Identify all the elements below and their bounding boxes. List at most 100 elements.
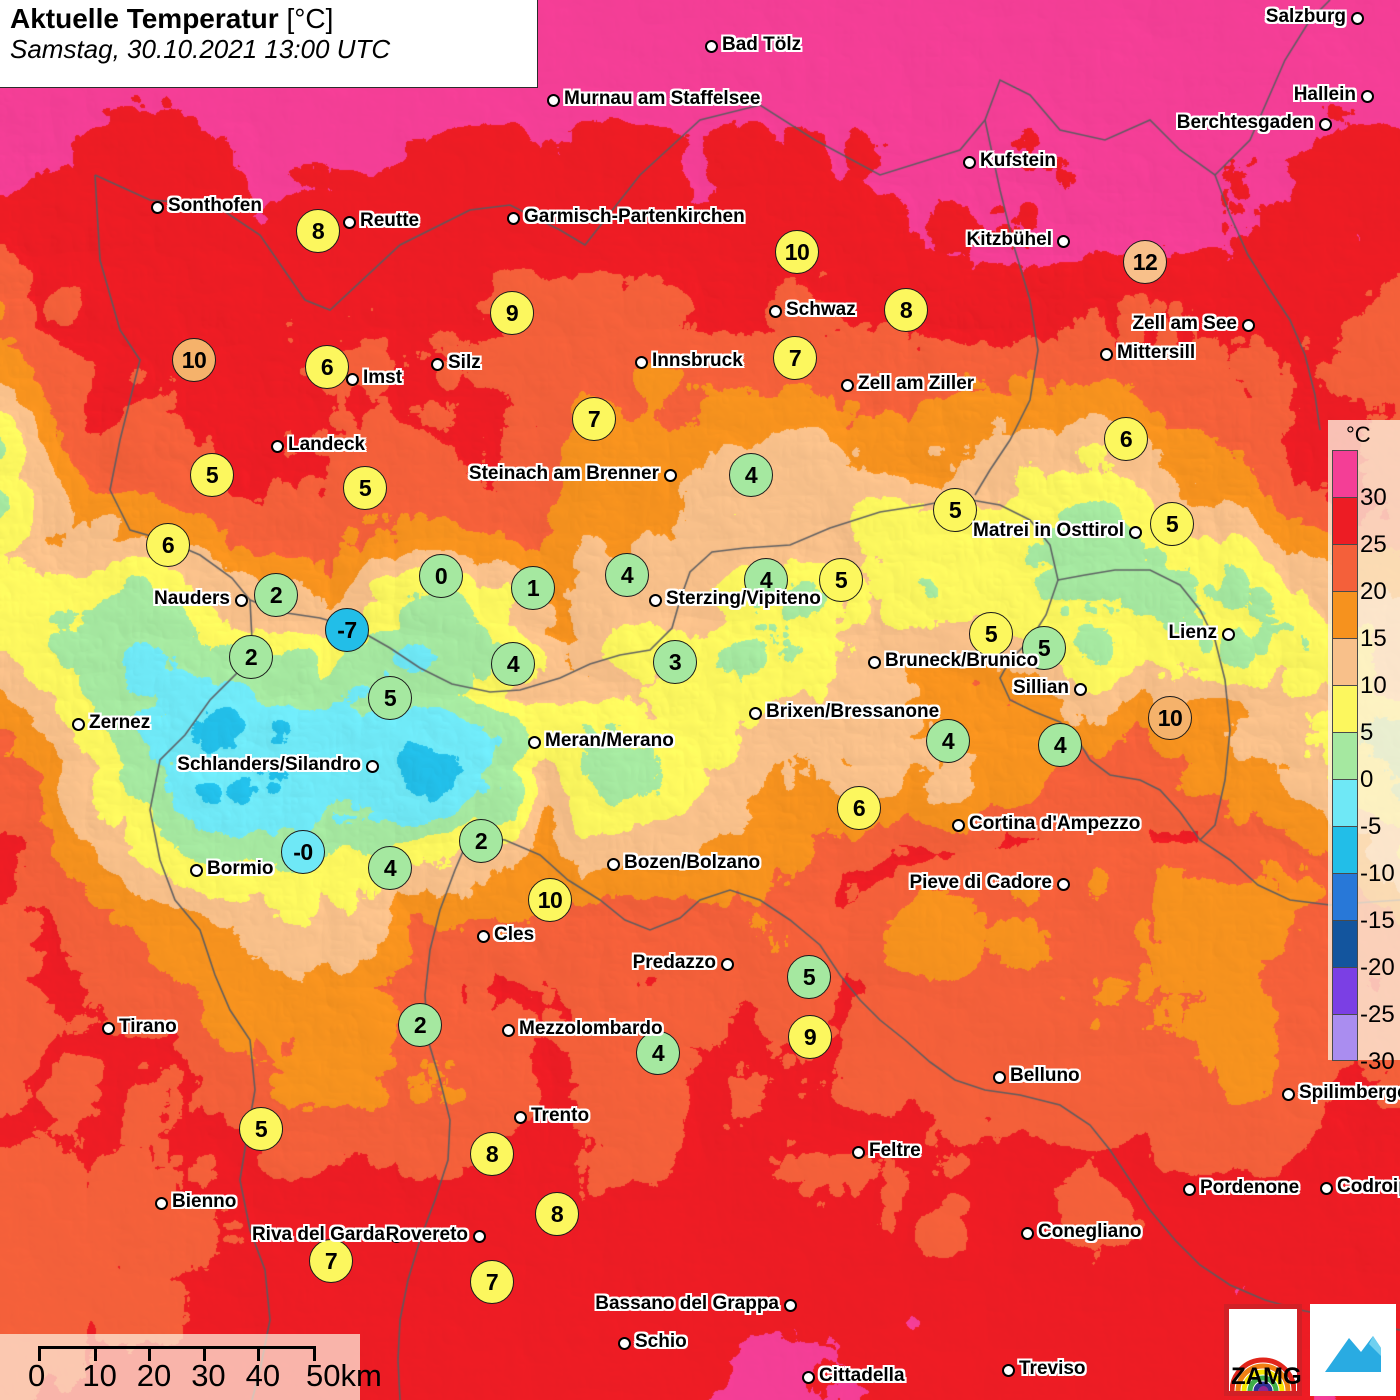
station-temperature-bubble[interactable]: -0 — [281, 830, 325, 874]
station-temperature-bubble[interactable]: 6 — [146, 523, 190, 567]
city-dot-icon — [1360, 89, 1374, 103]
station-temperature-bubble[interactable]: 5 — [787, 955, 831, 999]
station-temperature-bubble[interactable]: 6 — [837, 786, 881, 830]
city-label: Bassano del Grappa — [595, 1293, 779, 1314]
station-temperature-bubble[interactable]: 2 — [459, 819, 503, 863]
station-temperature-bubble[interactable]: -7 — [325, 608, 369, 652]
city-label: Zell am See — [1132, 313, 1237, 334]
station-temperature-bubble[interactable]: 4 — [605, 553, 649, 597]
station-temperature-bubble[interactable]: 5 — [969, 612, 1013, 656]
station-temperature-bubble[interactable]: 8 — [884, 288, 928, 332]
zamg-logo-text: ZAMG — [1231, 1363, 1302, 1390]
city-label: Meran/Merano — [545, 730, 674, 751]
station-temperature-bubble[interactable]: 4 — [926, 719, 970, 763]
scale-label-0: 0 — [28, 1358, 46, 1393]
station-temperature-bubble[interactable]: 4 — [1038, 723, 1082, 767]
city-dot-icon — [506, 211, 520, 225]
station-temperature-bubble[interactable]: 2 — [229, 635, 273, 679]
city-dot-icon — [704, 39, 718, 53]
station-temperature-bubble[interactable]: 2 — [254, 573, 298, 617]
city-dot-icon — [992, 1070, 1006, 1084]
station-temperature-bubble[interactable]: 7 — [773, 336, 817, 380]
city-dot-icon — [71, 717, 85, 731]
city-dot-icon — [513, 1110, 527, 1124]
station-temperature-bubble[interactable]: 0 — [419, 554, 463, 598]
legend-tick--10: -10 — [1360, 860, 1395, 887]
station-temperature-bubble[interactable]: 8 — [296, 209, 340, 253]
station-temperature-bubble[interactable]: 5 — [368, 676, 412, 720]
city-label: Cles — [494, 924, 535, 945]
city-dot-icon — [1221, 627, 1235, 641]
legend-band--25 — [1332, 967, 1358, 1014]
station-temperature-bubble[interactable]: 2 — [398, 1003, 442, 1047]
city-label: Innsbruck — [652, 350, 743, 371]
city-label: Trento — [531, 1105, 590, 1126]
zamg-logo[interactable]: ZAMG — [1224, 1304, 1302, 1396]
rainbow-icon — [1230, 1357, 1296, 1391]
station-temperature-bubble[interactable]: 4 — [729, 453, 773, 497]
scale-label-2: 20 — [136, 1358, 172, 1393]
city-dot-icon — [1073, 682, 1087, 696]
city-label: Sonthofen — [168, 195, 262, 216]
city-dot-icon — [234, 593, 248, 607]
city-label: Salzburg — [1265, 6, 1346, 27]
station-temperature-bubble[interactable]: 10 — [528, 878, 572, 922]
station-temperature-bubble[interactable]: 4 — [368, 846, 412, 890]
station-temperature-bubble[interactable]: 6 — [305, 345, 349, 389]
city-label: Matrei in Osttirol — [973, 520, 1124, 541]
title-timestamp: Samstag, 30.10.2021 13:00 UTC — [10, 34, 391, 65]
station-temperature-bubble[interactable]: 5 — [933, 488, 977, 532]
station-temperature-bubble[interactable]: 6 — [1104, 417, 1148, 461]
city-label: Brixen/Bressanone — [766, 701, 940, 722]
station-temperature-bubble[interactable]: 8 — [535, 1192, 579, 1236]
station-temperature-bubble[interactable]: 4 — [491, 642, 535, 686]
scale-label-3: 30 — [191, 1358, 226, 1393]
city-label: Treviso — [1019, 1358, 1086, 1379]
city-dot-icon — [270, 439, 284, 453]
city-label: Lienz — [1168, 622, 1217, 643]
legend-tick-25: 25 — [1360, 531, 1387, 558]
city-dot-icon — [851, 1145, 865, 1159]
station-temperature-bubble[interactable]: 5 — [190, 453, 234, 497]
city-dot-icon — [1350, 11, 1364, 25]
city-label: Tirano — [119, 1016, 177, 1037]
city-label: Schwaz — [786, 299, 856, 320]
legend-band--20 — [1332, 920, 1358, 967]
station-temperature-bubble[interactable]: 3 — [653, 640, 697, 684]
station-temperature-bubble[interactable]: 9 — [490, 291, 534, 335]
city-label: Kitzbühel — [966, 229, 1053, 250]
city-dot-icon — [345, 372, 359, 386]
station-temperature-bubble[interactable]: 4 — [636, 1031, 680, 1075]
geosphere-logo[interactable] — [1310, 1304, 1396, 1396]
city-label: Bienno — [172, 1191, 237, 1212]
station-temperature-bubble[interactable]: 7 — [572, 397, 616, 441]
station-temperature-bubble[interactable]: 5 — [343, 466, 387, 510]
city-dot-icon — [365, 759, 379, 773]
city-dot-icon — [501, 1023, 515, 1037]
city-label: Bruneck/Brunico — [885, 650, 1039, 671]
station-temperature-bubble[interactable]: 12 — [1123, 240, 1167, 284]
station-temperature-bubble[interactable]: 5 — [239, 1107, 283, 1151]
station-temperature-bubble[interactable]: 5 — [819, 558, 863, 602]
station-temperature-bubble[interactable]: 9 — [788, 1015, 832, 1059]
legend-tick-30: 30 — [1360, 484, 1387, 511]
city-dot-icon — [1020, 1226, 1034, 1240]
distance-scale-bar: 0 10 20 30 40 50km — [0, 1334, 382, 1400]
station-temperature-bubble[interactable]: 5 — [1022, 626, 1066, 670]
city-dot-icon — [1241, 318, 1255, 332]
title-unit-text: [°C] — [286, 3, 334, 34]
station-temperature-bubble[interactable]: 5 — [1150, 502, 1194, 546]
city-label: Murnau am Staffelsee — [564, 88, 761, 109]
station-temperature-bubble[interactable]: 1 — [511, 566, 555, 610]
station-temperature-bubble[interactable]: 10 — [775, 230, 819, 274]
city-dot-icon — [389, 1229, 403, 1243]
station-temperature-bubble[interactable]: 10 — [172, 338, 216, 382]
station-temperature-bubble[interactable]: 10 — [1148, 696, 1192, 740]
legend-tick-15: 15 — [1360, 625, 1387, 652]
station-temperature-bubble[interactable]: 7 — [309, 1239, 353, 1283]
city-dot-icon — [648, 593, 662, 607]
station-temperature-bubble[interactable]: 4 — [744, 558, 788, 602]
station-temperature-bubble[interactable]: 8 — [470, 1132, 514, 1176]
station-temperature-bubble[interactable]: 7 — [470, 1260, 514, 1304]
